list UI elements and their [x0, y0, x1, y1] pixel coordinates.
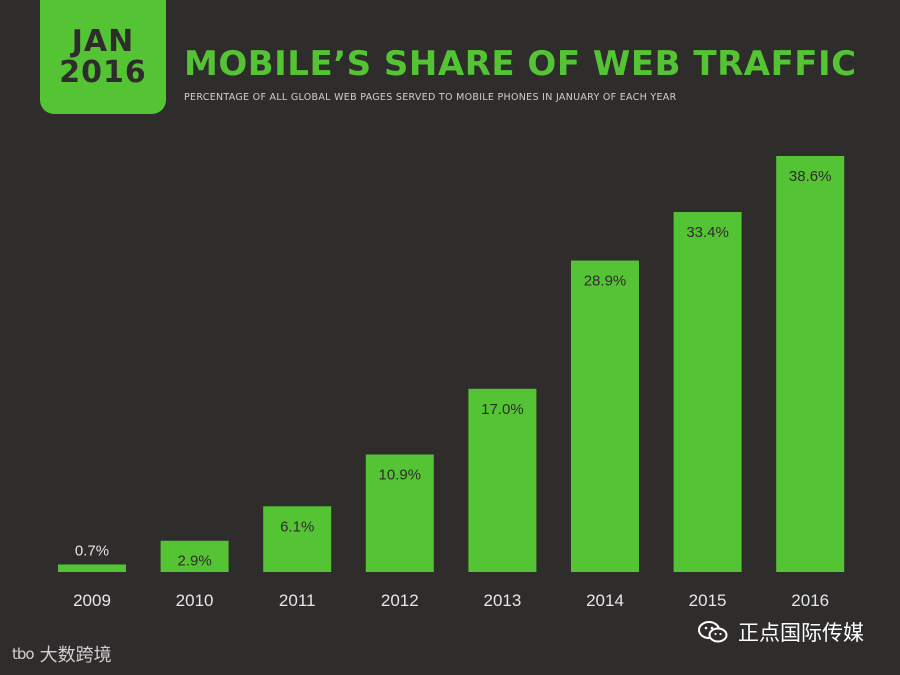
wechat-icon: [698, 621, 728, 643]
value-label-2009: 0.7%: [75, 542, 109, 559]
x-tick-label-2011: 2011: [279, 591, 316, 610]
watermark-logo: tbo: [12, 645, 35, 663]
value-label-2012: 10.9%: [379, 467, 422, 484]
watermark-right-text: 正点国际传媒: [738, 621, 864, 645]
bar-2014: [571, 260, 639, 572]
x-tick-label-2016: 2016: [791, 591, 829, 610]
watermark-left: tbo 大数跨境: [12, 641, 112, 667]
chart-subtitle: PERCENTAGE OF ALL GLOBAL WEB PAGES SERVE…: [184, 92, 677, 103]
x-tick-label-2010: 2010: [176, 591, 214, 610]
x-tick-label-2012: 2012: [381, 591, 419, 610]
x-tick-label-2014: 2014: [586, 591, 624, 610]
badge-month: JAN: [71, 24, 135, 59]
watermark-right: 正点国际传媒: [698, 617, 864, 647]
value-label-2013: 17.0%: [481, 401, 524, 418]
value-label-2010: 2.9%: [177, 553, 211, 570]
bar-2012: [365, 454, 434, 572]
bar-2016: [776, 156, 845, 572]
badge-year: 2016: [59, 55, 147, 90]
value-label-2016: 38.6%: [789, 168, 832, 185]
bar-2015: [673, 212, 742, 573]
bar-2011: [263, 506, 332, 572]
watermark-left-text: 大数跨境: [39, 645, 112, 666]
x-tick-label-2015: 2015: [689, 591, 727, 610]
bar-2010: [160, 540, 229, 572]
date-badge: JAN 2016: [40, 0, 166, 114]
bar-2013: [468, 388, 537, 572]
x-tick-label-2009: 2009: [73, 591, 111, 610]
x-tick-label-2013: 2013: [483, 591, 521, 610]
value-label-2011: 6.1%: [280, 518, 314, 535]
chart-title: MOBILE’S SHARE OF WEB TRAFFIC: [184, 44, 857, 84]
bar-2009: [58, 564, 126, 572]
value-label-2014: 28.9%: [584, 273, 627, 290]
value-label-2015: 33.4%: [686, 224, 729, 241]
